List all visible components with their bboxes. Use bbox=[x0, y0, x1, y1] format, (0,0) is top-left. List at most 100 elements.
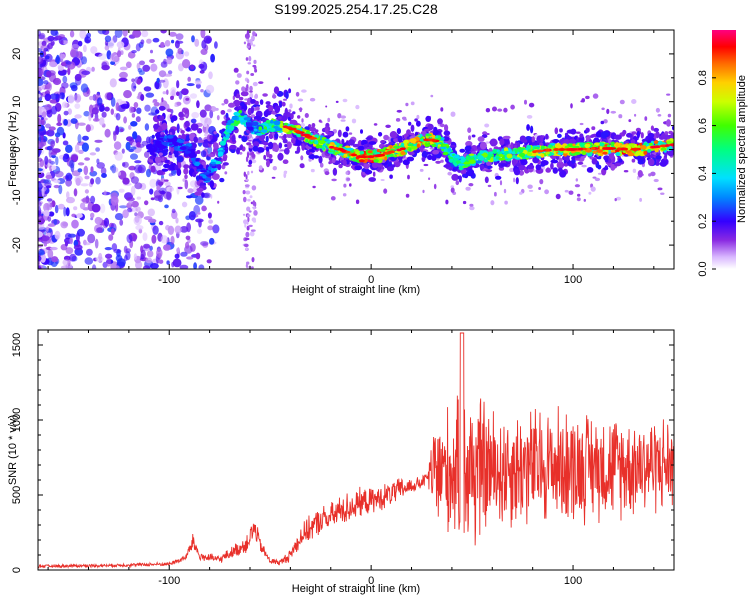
noise-blob bbox=[152, 225, 159, 235]
noise-blob bbox=[187, 188, 194, 194]
noise-blob bbox=[57, 113, 62, 124]
noise-blob bbox=[185, 97, 190, 101]
noise-blob bbox=[205, 84, 215, 94]
ridge-halo bbox=[222, 156, 227, 162]
ridge-halo bbox=[414, 118, 418, 122]
ridge-halo bbox=[259, 99, 264, 105]
noise-blob bbox=[465, 186, 471, 191]
ridge-halo bbox=[183, 164, 190, 170]
noise-blob bbox=[538, 187, 541, 190]
ridge-cell bbox=[179, 146, 187, 151]
noise-blob bbox=[619, 99, 625, 105]
noise-blob bbox=[89, 152, 97, 156]
noise-blob bbox=[249, 85, 253, 92]
noise-blob bbox=[330, 196, 336, 201]
ridge-peak bbox=[285, 126, 293, 130]
noise-blob bbox=[77, 168, 83, 173]
ridge-halo bbox=[166, 108, 172, 113]
noise-blob bbox=[166, 260, 170, 265]
ridge-halo bbox=[171, 115, 178, 122]
spectrogram-xlabel: Height of straight line (km) bbox=[292, 284, 420, 296]
noise-blob bbox=[247, 216, 250, 223]
noise-blob bbox=[246, 84, 249, 89]
ridge-halo bbox=[164, 159, 170, 164]
noise-blob bbox=[91, 264, 97, 269]
noise-blob bbox=[301, 89, 307, 93]
noise-blob bbox=[324, 171, 330, 176]
y-tick-label: 1500 bbox=[11, 333, 23, 357]
noise-blob bbox=[53, 218, 58, 226]
noise-blob bbox=[335, 100, 339, 103]
noise-blob bbox=[200, 241, 209, 246]
noise-blob bbox=[639, 197, 642, 202]
ridge-cell bbox=[567, 143, 574, 148]
ridge-halo bbox=[250, 99, 257, 104]
noise-blob bbox=[122, 177, 130, 185]
noise-blob bbox=[224, 171, 228, 175]
noise-blob bbox=[106, 257, 111, 267]
ridge-cell bbox=[468, 159, 476, 164]
ridge-cell bbox=[237, 117, 244, 121]
ridge-cell bbox=[240, 112, 245, 116]
ridge-cell bbox=[405, 144, 408, 148]
noise-blob bbox=[206, 156, 212, 161]
ridge-cell bbox=[592, 150, 597, 154]
noise-blob bbox=[131, 113, 136, 118]
noise-blob bbox=[355, 199, 360, 205]
ridge-halo bbox=[262, 141, 269, 146]
ridge-cell bbox=[318, 144, 323, 149]
noise-blob bbox=[144, 200, 149, 206]
noise-blob bbox=[577, 193, 581, 197]
noise-blob bbox=[130, 185, 136, 196]
noise-blob bbox=[243, 219, 248, 225]
noise-blob bbox=[564, 189, 569, 193]
noise-blob bbox=[247, 164, 252, 167]
noise-blob bbox=[38, 157, 43, 162]
ridge-cell bbox=[218, 147, 223, 151]
noise-blob bbox=[325, 105, 328, 108]
ridge-halo bbox=[500, 163, 508, 167]
noise-blob bbox=[47, 35, 55, 42]
noise-blob bbox=[51, 256, 59, 263]
noise-blob bbox=[130, 176, 139, 184]
ridge-halo bbox=[173, 149, 180, 155]
ridge-halo bbox=[265, 149, 270, 158]
ridge-halo bbox=[637, 170, 643, 178]
ridge-cell bbox=[666, 140, 672, 145]
noise-blob bbox=[89, 170, 98, 177]
noise-blob bbox=[134, 164, 143, 174]
noise-blob bbox=[667, 113, 672, 118]
noise-blob bbox=[170, 235, 175, 245]
noise-blob bbox=[297, 98, 304, 102]
noise-blob bbox=[468, 135, 472, 141]
ridge-halo bbox=[268, 105, 274, 112]
ridge-halo bbox=[464, 145, 472, 152]
ridge-halo bbox=[209, 180, 215, 188]
noise-blob bbox=[123, 90, 132, 99]
noise-blob bbox=[385, 124, 391, 128]
noise-blob bbox=[185, 235, 191, 240]
noise-blob bbox=[171, 95, 174, 99]
ridge-halo bbox=[378, 132, 383, 137]
noise-blob bbox=[65, 174, 69, 181]
noise-blob bbox=[467, 127, 472, 133]
noise-blob bbox=[44, 55, 50, 60]
ridge-halo bbox=[332, 167, 338, 176]
ridge-cell bbox=[610, 141, 615, 147]
ridge-cell bbox=[321, 146, 325, 151]
noise-blob bbox=[91, 66, 95, 72]
noise-blob bbox=[38, 34, 45, 40]
noise-blob bbox=[528, 102, 535, 108]
ridge-halo bbox=[420, 147, 424, 153]
noise-blob bbox=[133, 102, 139, 108]
noise-blob bbox=[119, 205, 128, 209]
ridge-halo bbox=[526, 124, 530, 131]
ridge-halo bbox=[196, 187, 204, 192]
ridge-cell bbox=[324, 138, 330, 142]
noise-blob bbox=[109, 78, 117, 88]
ridge-cell bbox=[283, 122, 289, 126]
ridge-halo bbox=[159, 115, 165, 122]
noise-blob bbox=[345, 171, 349, 175]
ridge-cell bbox=[189, 153, 195, 159]
ridge-halo bbox=[389, 131, 398, 139]
